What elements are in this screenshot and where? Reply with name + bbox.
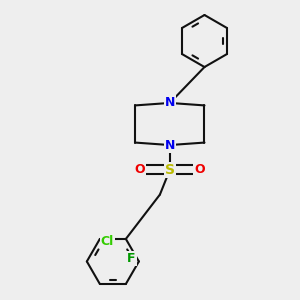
Text: Cl: Cl [100, 235, 114, 248]
Text: O: O [135, 163, 146, 176]
Text: S: S [165, 163, 175, 177]
Text: N: N [165, 96, 175, 110]
Text: N: N [165, 139, 175, 152]
Text: O: O [194, 163, 205, 176]
Text: F: F [127, 253, 136, 266]
